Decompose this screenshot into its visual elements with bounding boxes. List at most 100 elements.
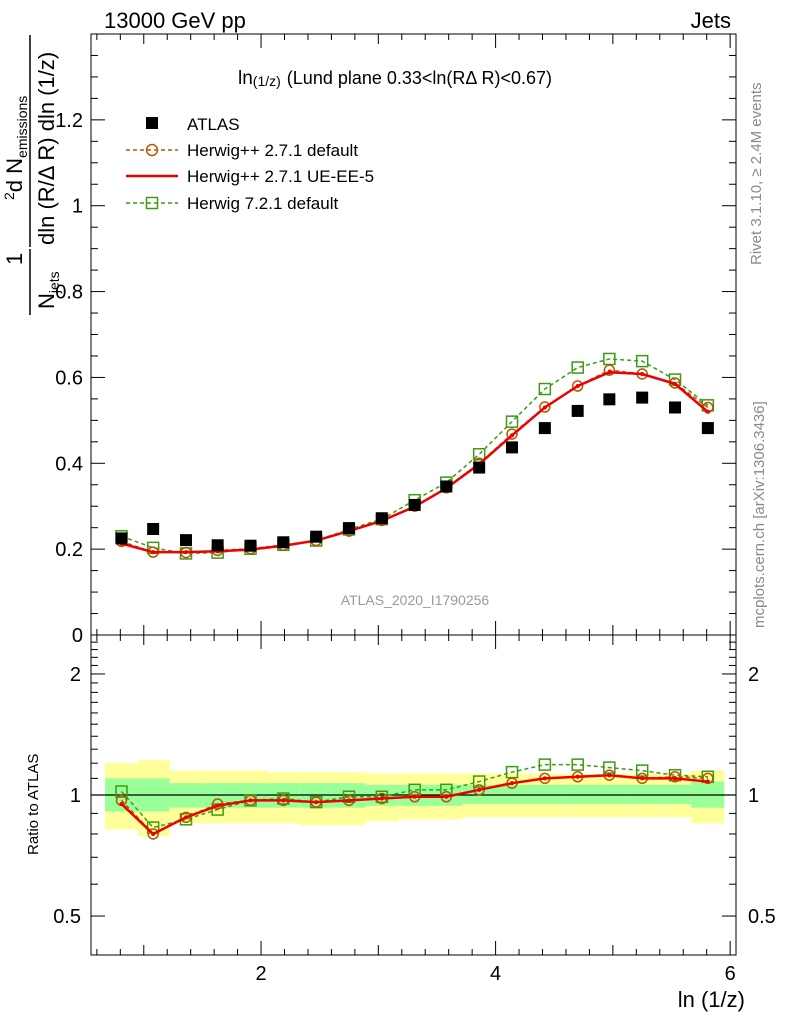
atlas-data-point [115,532,128,545]
x-tick-label: 6 [725,963,736,985]
ratio-band-inner-bin [592,784,626,804]
ratio-point-herwig-2-7-1-ue-ee-5 [412,794,417,799]
atlas-data-point [244,539,257,552]
y-label-d-squared: 2 [1,192,17,200]
main-y-tick-label: 0.2 [55,539,83,561]
ratio-point-herwig-2-7-1-ue-ee-5 [215,803,220,808]
atlas-data-point [440,480,453,493]
atlas-data-point [211,539,224,552]
ratio-band-inner-bin [495,784,529,804]
atlas-data-point [473,461,486,474]
ratio-point-herwig-2-7-1-default [180,811,192,824]
y-label-njets-sub: jets [46,271,62,294]
atlas-data-point [408,498,421,511]
ratio-y-tick-label: 0.5 [53,906,81,928]
atlas-data-point [701,422,714,435]
atlas-data-point [310,530,323,543]
ratio-point-herwig-7-2-1-default [375,790,389,804]
legend-marker-herwig721-default [145,196,159,210]
y-label-derivative-bottom: dln (R/Δ R) dln (1/z) [34,52,59,245]
point-herwig-2-7-1-ue-ee-5 [510,433,515,438]
header-left-label: 13000 GeV pp [104,8,246,33]
ratio-point-herwig-2-7-1-ue-ee-5 [640,776,645,781]
atlas-data-point [636,391,649,404]
ratio-band-inner-bin [561,784,593,804]
analysis-watermark: ATLAS_2020_I1790256 [341,592,490,608]
plot-title-rest: (Lund plane 0.33<ln(RΔ R)<0.67) [287,68,552,88]
ratio-point-herwig-2-7-1-ue-ee-5 [314,800,319,805]
ratio-point-herwig-2-7-1-ue-ee-5 [347,798,351,803]
atlas-data-point [147,522,160,535]
ratio-point-herwig-2-7-1-ue-ee-5 [119,801,124,806]
point-herwig-7-2-1-default [505,415,519,428]
ratio-y-tick-label-right: 0.5 [748,906,776,928]
atlas-data-point [506,441,519,454]
ratio-point-herwig-7-2-1-default [571,758,584,771]
point-herwig-7-2-1-default [472,448,486,461]
point-herwig-7-2-1-default [571,361,584,374]
point-herwig-2-7-1-default [603,364,616,376]
ratio-point-herwig-7-2-1-default [603,761,616,774]
main-y-tick-label: 0.8 [55,282,83,304]
ratio-y-tick-label: 2 [70,664,81,686]
point-herwig-2-7-1-ue-ee-5 [151,550,156,555]
ratio-point-herwig-2-7-1-ue-ee-5 [510,781,515,786]
series-line-herwig-2-7-1-default [121,369,709,554]
y-label-d-n: d N [2,158,27,192]
plot-title-main: ln [238,68,253,89]
ratio-point-herwig-7-2-1-default [115,785,128,798]
point-herwig-2-7-1-ue-ee-5 [575,384,580,389]
main-y-tick-label: 0 [72,625,83,647]
ratio-point-herwig-7-2-1-default [277,792,290,805]
x-tick-label: 4 [490,963,501,985]
point-herwig-2-7-1-ue-ee-5 [542,405,547,410]
point-herwig-2-7-1-ue-ee-5 [705,409,710,414]
ratio-point-herwig-2-7-1-ue-ee-5 [607,773,612,778]
ratio-point-herwig-7-2-1-default [472,775,486,788]
point-herwig-2-7-1-ue-ee-5 [673,381,678,386]
ratio-point-herwig-2-7-1-ue-ee-5 [379,796,384,801]
series-line-herwig-2-7-1-ue-ee-5 [121,371,709,554]
main-series-layer [115,352,715,560]
ratio-point-herwig-2-7-1-default [669,771,681,783]
ratio-point-herwig-2-7-1-ue-ee-5 [281,798,286,803]
point-herwig-2-7-1-default [539,401,551,413]
ratio-band-inner-bin [658,784,692,804]
point-herwig-2-7-1-ue-ee-5 [640,371,645,376]
ratio-point-herwig-2-7-1-ue-ee-5 [151,831,156,836]
plot-title: ln(1/z) (Lund plane 0.33<ln(RΔ R)<0.67) [238,68,552,89]
ratio-point-herwig-7-2-1-default [538,758,552,771]
header-right-label: Jets [691,8,731,33]
y-label-frac-denominator: Njets [34,271,62,309]
legend-label-herwig271-default: Herwig++ 2.7.1 default [187,141,358,160]
legend-marker-herwig271-default [145,143,159,157]
ratio-point-herwig-2-7-1-ue-ee-5 [248,798,253,803]
main-axes: 0 0.2 0.4 0.6 0.8 1 1.2 [55,54,736,647]
point-herwig-2-7-1-default [571,380,584,392]
series-line-herwig-7-2-1-default [121,358,709,555]
atlas-data-point [375,512,388,525]
y-label-emissions-sub: emissions [14,96,30,158]
ratio-point-herwig-2-7-1-ue-ee-5 [183,815,188,820]
mcplots-label: mcplots.cern.ch [arXiv:1306.3436] [751,401,768,628]
ratio-band-inner-bin [625,784,659,804]
ratio-point-herwig-2-7-1-ue-ee-5 [444,794,449,799]
y-label-njets: N [34,293,59,309]
y-label-frac-numerator: 1 [2,253,27,265]
ratio-series-layer [115,758,715,840]
ratio-band-inner-bin [528,784,562,804]
atlas-data-point [603,393,616,406]
legend-label-herwig721-default: Herwig 7.2.1 default [187,194,338,213]
legend: ATLAS Herwig++ 2.7.1 default Herwig++ 2.… [126,115,374,213]
ratio-point-herwig-2-7-1-ue-ee-5 [477,787,482,792]
ratio-point-herwig-2-7-1-default [147,828,159,840]
point-herwig-2-7-1-ue-ee-5 [183,550,188,555]
point-herwig-2-7-1-ue-ee-5 [607,370,612,375]
plot-title-sub: (1/z) [253,73,281,89]
atlas-data-point [343,522,355,535]
main-y-axis-label: 1 Njets 2d Nemissions dln (R/Δ R) dln (1… [1,35,62,315]
main-y-tick-label: 0.4 [55,453,83,475]
ratio-y-tick-label-right: 1 [748,785,759,807]
rivet-label: Rivet 3.1.10, ≥ 2.4M events [748,83,765,266]
